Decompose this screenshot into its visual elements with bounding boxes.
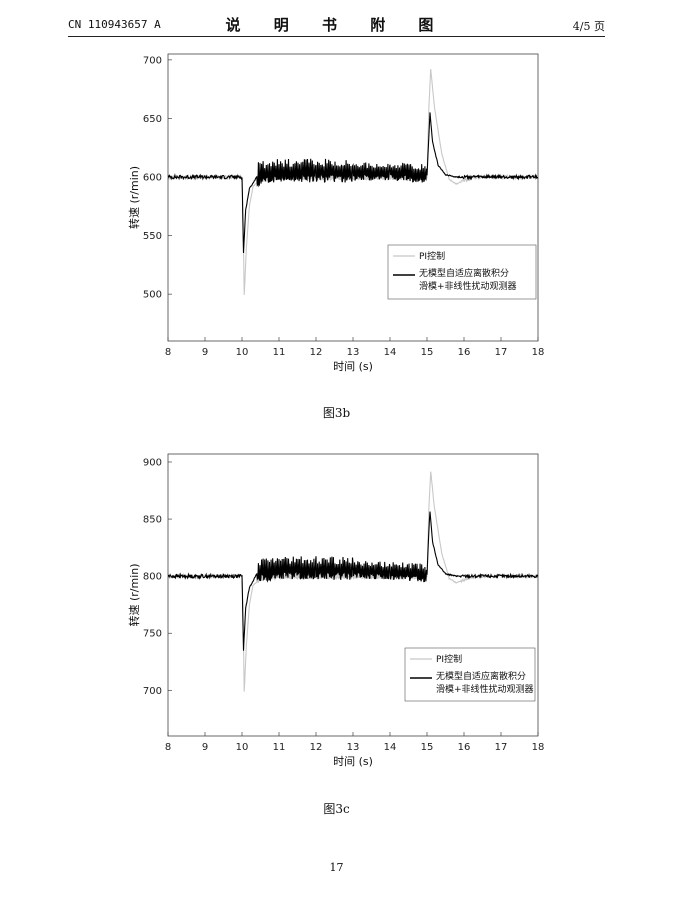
x-tick-label: 14 xyxy=(384,742,397,753)
x-axis-label: 时间 (s) xyxy=(333,755,373,768)
figure-caption-3c: 图3c xyxy=(323,802,350,816)
x-tick-label: 12 xyxy=(310,742,323,753)
legend-label-pi: PI控制 xyxy=(419,250,445,262)
x-tick-label: 15 xyxy=(421,347,434,358)
series-line-proposed xyxy=(168,112,538,254)
y-tick-label: 600 xyxy=(143,173,162,184)
legend-label-proposed: 无模型自适应离散积分滑模+非线性扰动观测器 xyxy=(419,267,517,292)
y-axis-label: 转速 (r/min) xyxy=(127,166,141,229)
legend-box xyxy=(387,244,537,300)
x-tick-label: 16 xyxy=(458,742,471,753)
header-rule xyxy=(68,36,605,37)
document-section-title: 说 明 书 附 图 xyxy=(225,16,448,34)
y-tick-label: 650 xyxy=(143,114,162,125)
patent-number: CN 110943657 A xyxy=(68,18,161,31)
y-tick-label: 850 xyxy=(143,515,162,526)
y-tick-label: 700 xyxy=(143,686,162,697)
series-line-proposed xyxy=(168,511,538,651)
page-fraction: 4/5 页 xyxy=(572,20,605,33)
x-tick-label: 17 xyxy=(495,347,508,358)
x-tick-label: 16 xyxy=(458,347,471,358)
legend-label-proposed-line2: 滑模+非线性扰动观测器 xyxy=(436,683,534,695)
x-tick-label: 8 xyxy=(165,742,171,753)
figure-caption-3b: 图3b xyxy=(322,406,351,420)
x-tick-label: 13 xyxy=(347,742,360,753)
legend-label-proposed-line1: 无模型自适应离散积分 xyxy=(436,670,526,682)
legend-label-proposed-line2: 滑模+非线性扰动观测器 xyxy=(419,280,517,292)
x-tick-label: 8 xyxy=(165,347,171,358)
x-tick-label: 11 xyxy=(273,347,286,358)
y-tick-label: 550 xyxy=(143,231,162,242)
x-tick-label: 18 xyxy=(532,742,545,753)
y-tick-label: 800 xyxy=(143,572,162,583)
legend-box xyxy=(404,647,536,702)
x-tick-label: 15 xyxy=(421,742,434,753)
x-tick-label: 18 xyxy=(532,347,545,358)
x-tick-label: 13 xyxy=(347,347,360,358)
x-tick-label: 17 xyxy=(495,742,508,753)
x-axis-label: 时间 (s) xyxy=(333,360,373,373)
legend-label-proposed: 无模型自适应离散积分滑模+非线性扰动观测器 xyxy=(436,670,534,695)
speed-chart-3b: 8 9 10 11 12 13 14 15 16 17 18 500 550 600 650 700 时间 (s… xyxy=(127,53,545,373)
y-tick-label: 700 xyxy=(143,55,162,66)
x-tick-label: 10 xyxy=(236,742,249,753)
x-tick-label: 9 xyxy=(202,347,208,358)
x-tick-label: 12 xyxy=(310,347,323,358)
x-tick-label: 9 xyxy=(202,742,208,753)
page-number: 17 xyxy=(329,861,344,874)
y-tick-label: 750 xyxy=(143,629,162,640)
legend-label-pi: PI控制 xyxy=(436,653,462,665)
speed-chart-3c: 8 9 10 11 12 13 14 15 16 17 18 700 750 800 850 900 时间 (s… xyxy=(127,453,545,768)
y-tick-label: 500 xyxy=(143,290,162,301)
y-axis-label: 转速 (r/min) xyxy=(127,563,141,626)
x-tick-label: 10 xyxy=(236,347,249,358)
legend-label-proposed-line1: 无模型自适应离散积分 xyxy=(419,267,509,279)
y-tick-label: 900 xyxy=(143,457,162,468)
x-tick-label: 11 xyxy=(273,742,286,753)
x-tick-label: 14 xyxy=(384,347,397,358)
